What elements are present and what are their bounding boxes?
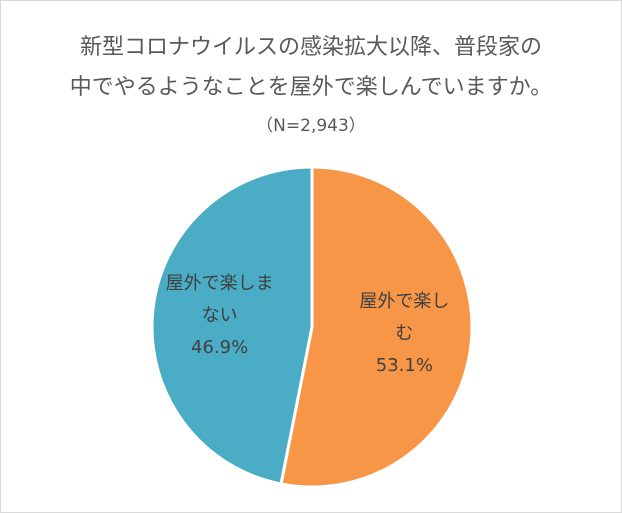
- slice-label: 屋外で楽しむ 53.1%: [354, 286, 454, 382]
- value-label: 46.9%: [191, 336, 249, 358]
- pie-slice: [279, 165, 474, 489]
- chart-title: 新型コロナウイルスの感染拡大以降、普段家の: [79, 35, 542, 60]
- category-label: 屋外で楽しまない: [165, 272, 274, 326]
- slice-label: 屋外で楽しまない 46.9%: [161, 268, 279, 364]
- category-label: 屋外で楽しむ: [359, 291, 450, 345]
- chart-subtitle: （N=2,943）: [256, 116, 366, 136]
- chart-title: 中でやるようなことを屋外で楽しんでいますか。: [69, 75, 553, 100]
- pie-slice: [150, 165, 314, 486]
- value-label: 53.1%: [375, 355, 433, 377]
